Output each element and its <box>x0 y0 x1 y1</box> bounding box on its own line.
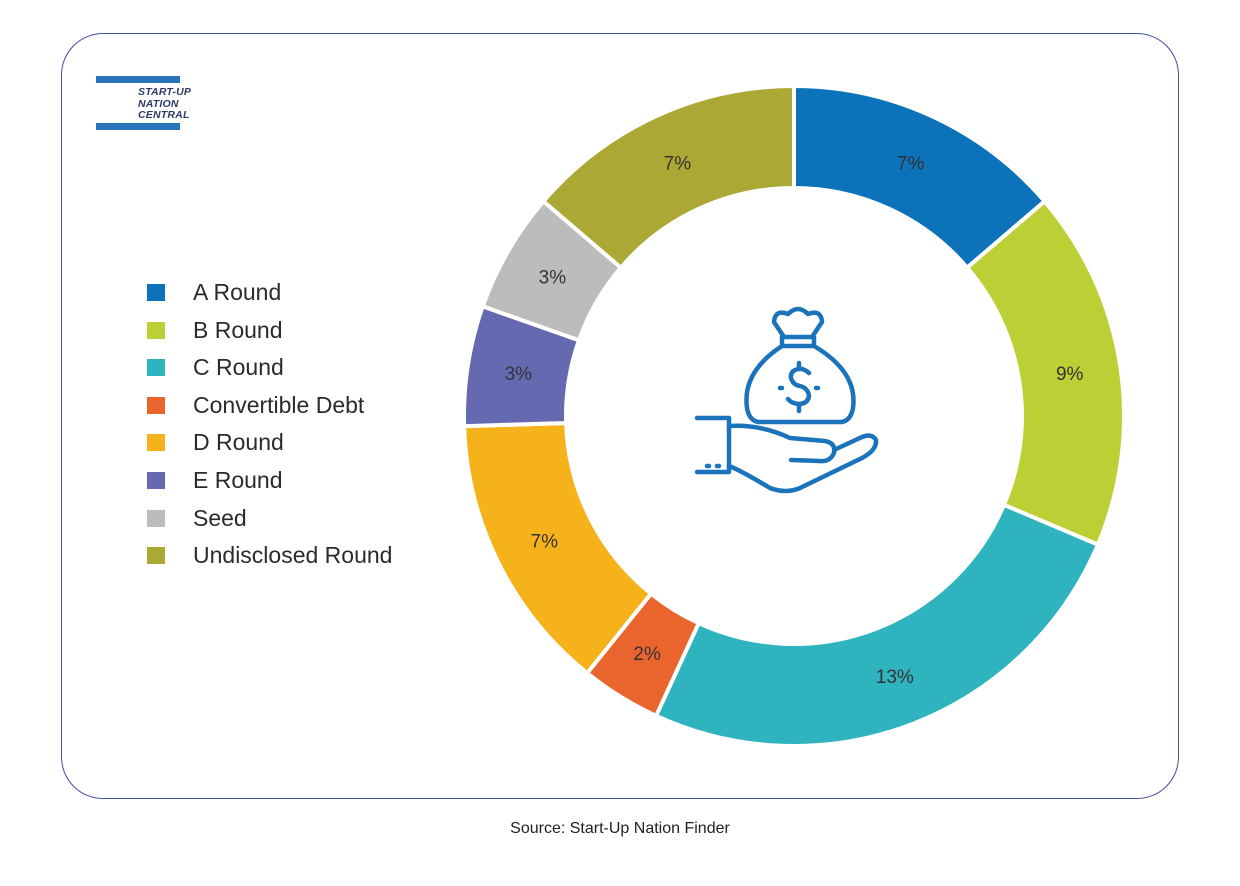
legend-item: B Round <box>147 314 392 352</box>
donut-slice-undisclosed-round <box>540 83 796 271</box>
legend-label: B Round <box>193 316 283 343</box>
legend-item: Seed <box>147 502 392 540</box>
chart-legend: A Round B Round C Round Convertible Debt D R… <box>147 276 392 577</box>
legend-label: Convertible Debt <box>193 391 365 418</box>
slice-label-convertible-debt: 2% <box>633 644 661 665</box>
donut-slice-labels: 7% 9% 13% 2% 7% 3% 3% 7% <box>505 154 1084 689</box>
legend-swatch <box>147 359 165 377</box>
logo-line-2: NATION <box>138 97 179 110</box>
logo-line-1: START-UP <box>138 86 192 98</box>
logo-bar-top <box>96 76 180 83</box>
legend-label: Undisclosed Round <box>193 542 393 569</box>
money-bag-hand-icon <box>694 306 879 494</box>
legend-swatch <box>147 396 165 414</box>
legend-swatch <box>147 547 165 565</box>
start-up-nation-central-logo: START-UP NATION CENTRAL <box>96 76 216 134</box>
slice-label-e-round: 3% <box>505 364 533 385</box>
logo-text: START-UP NATION CENTRAL <box>138 86 192 122</box>
legend-item: Undisclosed Round <box>147 539 392 577</box>
legend-item: Convertible Debt <box>147 389 392 427</box>
legend-label: E Round <box>193 466 283 493</box>
legend-swatch <box>147 434 165 452</box>
legend-label: D Round <box>193 429 284 456</box>
legend-label: Seed <box>193 504 247 531</box>
legend-item: D Round <box>147 426 392 464</box>
logo-line-3: CENTRAL <box>138 109 190 121</box>
legend-label: A Round <box>193 279 282 305</box>
donut-slices <box>462 83 1126 748</box>
legend-item: E Round <box>147 464 392 502</box>
donut-slice-b-round <box>964 198 1126 548</box>
slice-label-c-round: 13% <box>876 667 914 688</box>
legend-swatch <box>147 509 165 527</box>
legend-item: A Round <box>147 276 392 314</box>
logo-bar-bottom <box>96 123 180 130</box>
donut-slice-c-round <box>653 502 1101 748</box>
legend-swatch <box>147 321 165 339</box>
slice-label-seed: 3% <box>539 268 567 289</box>
legend-item: C Round <box>147 351 392 389</box>
chart-source: Source: Start-Up Nation Finder <box>510 820 730 837</box>
slice-label-d-round: 7% <box>531 531 559 552</box>
slice-label-b-round: 9% <box>1056 364 1084 385</box>
legend-swatch <box>147 284 165 301</box>
legend-swatch <box>147 471 165 489</box>
slice-label-undisclosed-round: 7% <box>664 154 692 175</box>
slice-label-a-round: 7% <box>897 154 925 175</box>
legend-label: C Round <box>193 354 284 381</box>
